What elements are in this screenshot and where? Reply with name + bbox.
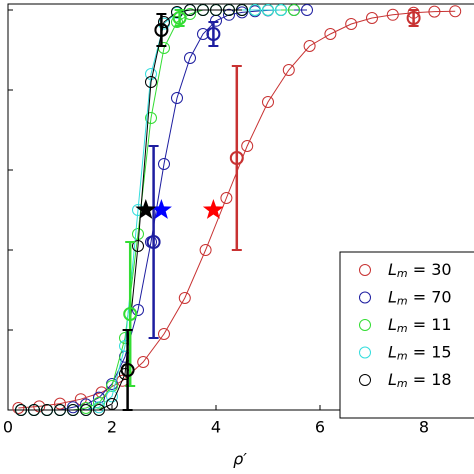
data-point — [262, 96, 274, 108]
data-point — [12, 402, 25, 414]
legend-label: Lm = 11 — [388, 315, 452, 336]
legend-marker — [359, 264, 371, 276]
legend-marker — [359, 291, 371, 304]
data-point — [54, 404, 66, 416]
data-point — [366, 12, 378, 24]
legend-label: Lm = 70 — [388, 287, 452, 308]
x-axis-label: ρ′ — [233, 450, 247, 469]
legend-marker — [359, 319, 371, 331]
data-point — [158, 328, 170, 340]
legend: Lm = 30 Lm = 70 Lm = 11 Lm = 15 Lm = 18 — [339, 251, 474, 419]
data-point — [145, 112, 157, 124]
legend-box — [339, 251, 474, 419]
data-point — [386, 8, 399, 21]
data-point — [171, 16, 183, 28]
error-point — [206, 27, 221, 41]
data-point — [288, 4, 300, 16]
error-point — [120, 363, 135, 377]
data-point — [132, 304, 144, 316]
data-point — [220, 192, 233, 204]
data-point — [236, 6, 248, 19]
data-point — [428, 5, 441, 18]
data-point — [210, 4, 222, 16]
data-point — [158, 158, 170, 170]
data-point — [80, 404, 92, 416]
data-point — [184, 52, 196, 64]
legend-label: Lm = 18 — [388, 370, 452, 391]
data-point — [106, 390, 118, 403]
data-point — [301, 4, 313, 16]
data-point — [145, 68, 157, 80]
legend-label: Lm = 30 — [388, 260, 452, 281]
error-point — [146, 235, 161, 249]
data-point — [345, 18, 358, 30]
data-point — [132, 240, 144, 252]
data-point — [145, 76, 157, 88]
data-point — [241, 140, 254, 152]
data-point — [137, 356, 150, 368]
data-point — [132, 228, 144, 240]
legend-marker — [359, 346, 371, 359]
x-tick-label: 8 — [419, 418, 429, 437]
data-point — [249, 4, 261, 16]
x-tick-label: 4 — [211, 418, 221, 437]
star-marker — [135, 199, 157, 219]
data-point — [236, 4, 248, 16]
x-tick-label: 0 — [3, 418, 13, 437]
error-point — [229, 151, 244, 165]
data-point — [67, 404, 79, 416]
data-point — [15, 404, 27, 416]
data-point — [41, 404, 53, 416]
star-marker — [150, 199, 172, 219]
data-point — [54, 397, 66, 410]
legend-label: Lm = 15 — [388, 342, 452, 363]
star-marker — [202, 199, 224, 219]
data-point — [197, 28, 209, 40]
data-point — [28, 404, 40, 416]
fit-line — [21, 9, 242, 411]
data-point — [158, 16, 170, 28]
x-tick-label: 6 — [315, 418, 325, 437]
fit-line — [21, 9, 307, 411]
error-point — [406, 11, 421, 25]
error-point — [154, 23, 169, 37]
data-point — [262, 4, 274, 16]
x-tick-label: 2 — [107, 418, 117, 437]
data-point — [67, 401, 79, 414]
data-point — [275, 4, 287, 16]
data-point — [223, 4, 235, 16]
data-point — [178, 292, 191, 304]
data-point — [171, 92, 183, 104]
data-point — [106, 380, 118, 392]
error-point — [123, 307, 138, 321]
data-point — [449, 5, 462, 18]
data-point — [303, 40, 316, 52]
data-point — [199, 244, 212, 256]
data-point — [197, 4, 209, 16]
data-point — [93, 404, 105, 416]
data-point — [106, 398, 118, 410]
data-point — [282, 64, 295, 76]
legend-marker — [359, 374, 371, 386]
data-point — [223, 8, 235, 21]
data-point — [324, 28, 337, 40]
error-point — [172, 11, 187, 25]
